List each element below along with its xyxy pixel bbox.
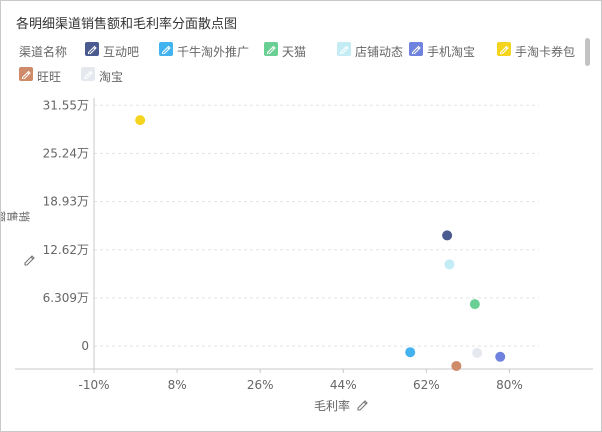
- y-axis-edit-icon[interactable]: [24, 255, 35, 266]
- pencil-icon: [267, 45, 276, 54]
- pencil-icon: [84, 70, 93, 79]
- legend-swatch: [81, 67, 95, 81]
- pencil-icon: [500, 45, 509, 54]
- legend-swatch: [159, 42, 173, 56]
- legend: 渠道名称 互动吧 千牛淘外推广 天猫 店铺动态 手机淘宝 手淘卡券包旺旺 淘宝: [19, 40, 584, 90]
- x-tick-label: 80%: [496, 378, 523, 392]
- data-point[interactable]: [442, 230, 453, 241]
- data-point[interactable]: [444, 259, 455, 270]
- pencil-icon: [22, 70, 31, 79]
- y-axis-title: 销售额: [1, 210, 35, 266]
- data-points: [135, 115, 506, 371]
- y-tick-label: 0: [81, 339, 89, 353]
- data-point[interactable]: [495, 351, 506, 362]
- legend-label: 淘宝: [99, 70, 124, 84]
- legend-scrollbar[interactable]: [585, 38, 590, 66]
- legend-title: 渠道名称: [19, 45, 68, 59]
- pencil-icon: [88, 45, 97, 54]
- data-point[interactable]: [451, 360, 462, 371]
- legend-label: 千牛淘外推广: [177, 45, 250, 59]
- x-tick-label: 8%: [168, 378, 187, 392]
- pencil-icon: [340, 45, 349, 54]
- legend-label: 手淘卡券包: [515, 45, 576, 59]
- x-ticks: -10% 8% 26% 44% 62% 80%: [78, 369, 523, 392]
- pencil-icon: [162, 45, 171, 54]
- y-tick-label: 25.24万: [43, 146, 89, 160]
- y-tick-label: 31.55万: [43, 98, 89, 112]
- y-tick-label: 12.62万: [43, 243, 89, 257]
- x-axis-title: 毛利率: [314, 398, 368, 413]
- x-tick-label: 26%: [247, 378, 274, 392]
- x-axis-edit-icon[interactable]: [357, 400, 368, 411]
- legend-swatch: [497, 42, 511, 56]
- legend-swatch: [19, 67, 33, 81]
- y-ticks: 0 6.309万 12.62万 18.93万 25.24万 31.55万: [43, 98, 89, 353]
- x-axis-label: 毛利率: [314, 398, 350, 413]
- legend-label: 店铺动态: [355, 45, 404, 59]
- x-tick-label: -10%: [78, 378, 109, 392]
- legend-label: 互动吧: [103, 45, 140, 59]
- data-point[interactable]: [469, 299, 480, 310]
- legend-label: 手机淘宝: [427, 45, 476, 59]
- data-point[interactable]: [405, 347, 416, 358]
- y-axis-label: 销售额: [1, 210, 31, 223]
- legend-swatch: [337, 42, 351, 56]
- grid-lines: [94, 104, 539, 347]
- y-tick-label: 6.309万: [43, 291, 89, 305]
- chart-title: 各明细渠道销售额和毛利率分面散点图: [16, 17, 238, 32]
- x-tick-label: 44%: [330, 378, 357, 392]
- legend-label: 天猫: [282, 45, 307, 59]
- legend-swatch: [264, 42, 278, 56]
- data-point[interactable]: [135, 115, 146, 126]
- legend-swatch: [85, 42, 99, 56]
- x-tick-label: 62%: [413, 378, 440, 392]
- legend-swatch: [409, 42, 423, 56]
- pencil-icon: [412, 45, 421, 54]
- data-point[interactable]: [472, 347, 483, 358]
- y-tick-label: 18.93万: [43, 195, 89, 209]
- legend-label: 旺旺: [37, 70, 62, 84]
